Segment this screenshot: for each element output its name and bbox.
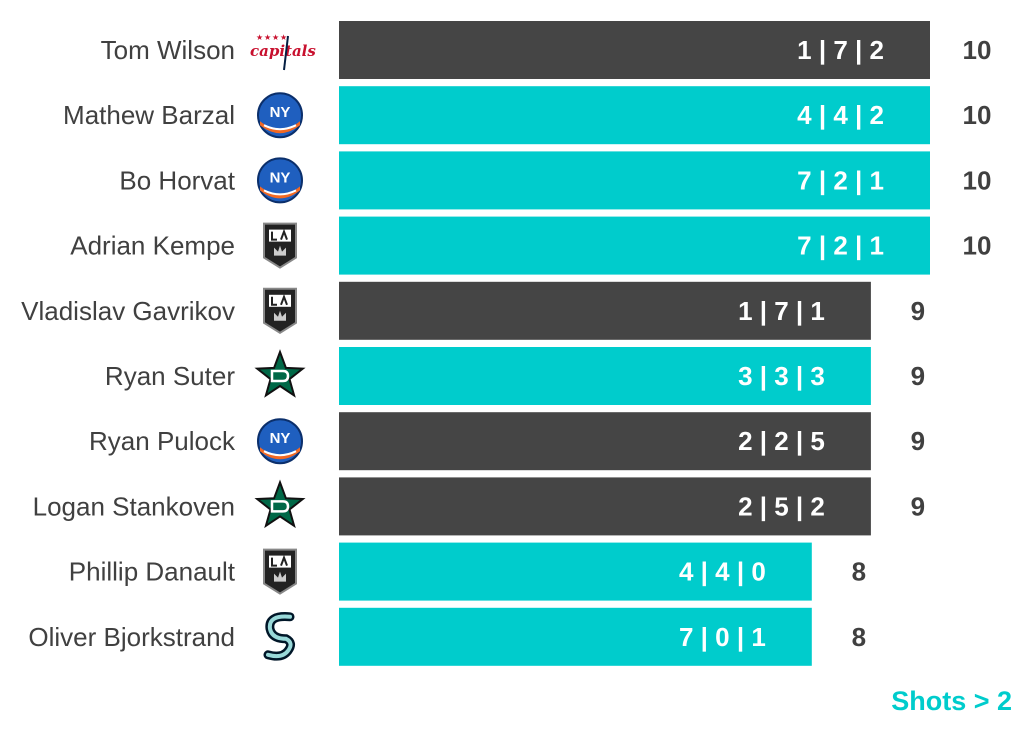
bar-data-label: 2 | 5 | 2	[738, 491, 825, 521]
bar-total-label: 10	[963, 100, 992, 130]
player-name-label: Phillip Danault	[69, 557, 236, 587]
bar-total-label: 10	[963, 231, 992, 261]
bar	[339, 477, 871, 536]
islanders-logo: NY	[257, 157, 303, 204]
bar-data-label: 1 | 7 | 2	[797, 35, 884, 65]
bar-total-label: 10	[963, 35, 992, 65]
bar	[339, 281, 871, 340]
player-name-label: Ryan Pulock	[89, 426, 236, 456]
bar-total-label: 9	[911, 426, 925, 456]
svg-text:NY: NY	[270, 430, 291, 447]
islanders-logo: NY	[257, 418, 303, 465]
bar-total-label: 8	[852, 622, 866, 652]
bar-total-label: 10	[963, 165, 992, 195]
chart-footer-note: Shots > 2	[891, 686, 1012, 716]
bar	[339, 21, 930, 79]
svg-text:★: ★	[272, 33, 279, 42]
islanders-logo: NY	[257, 92, 303, 139]
bar	[339, 86, 930, 145]
bar-data-label: 4 | 4 | 2	[797, 100, 884, 130]
capitals-logo: ★ ★ ★ ★capitals	[250, 33, 316, 71]
bar-data-label: 7 | 0 | 1	[679, 622, 766, 652]
svg-text:★: ★	[264, 33, 271, 42]
bar-data-label: 2 | 2 | 5	[738, 426, 825, 456]
player-name-label: Bo Horvat	[119, 165, 235, 195]
player-name-label: Oliver Bjorkstrand	[28, 622, 235, 652]
bar-data-label: 7 | 2 | 1	[797, 231, 884, 261]
bar	[339, 412, 871, 471]
bar	[339, 151, 930, 210]
stars-logo	[254, 349, 306, 398]
player-name-label: Ryan Suter	[105, 361, 235, 391]
bar-total-label: 9	[911, 491, 925, 521]
kings-logo	[263, 222, 297, 269]
svg-text:capitals: capitals	[250, 42, 316, 60]
bar	[339, 542, 812, 601]
player-name-label: Logan Stankoven	[33, 491, 235, 521]
bar-data-label: 4 | 4 | 0	[679, 557, 766, 587]
player-name-label: Tom Wilson	[101, 35, 235, 65]
kings-logo	[263, 287, 297, 334]
bar-total-label: 8	[852, 557, 866, 587]
bar	[339, 216, 930, 275]
svg-text:★: ★	[256, 33, 263, 42]
player-name-label: Vladislav Gavrikov	[21, 296, 235, 326]
stars-logo	[254, 479, 306, 529]
bar	[339, 347, 871, 405]
bar-data-label: 1 | 7 | 1	[738, 296, 825, 326]
bar-total-label: 9	[911, 296, 925, 326]
kings-logo	[263, 548, 297, 595]
svg-text:NY: NY	[270, 169, 291, 186]
player-name-label: Mathew Barzal	[63, 100, 235, 130]
svg-text:NY: NY	[270, 104, 291, 121]
bar-data-label: 3 | 3 | 3	[738, 361, 825, 391]
bar-total-label: 9	[911, 361, 925, 391]
bar	[339, 607, 812, 666]
svg-text:★: ★	[280, 33, 287, 42]
player-name-label: Adrian Kempe	[70, 231, 235, 261]
bar-data-label: 7 | 2 | 1	[797, 165, 884, 195]
kraken-logo	[263, 612, 296, 661]
